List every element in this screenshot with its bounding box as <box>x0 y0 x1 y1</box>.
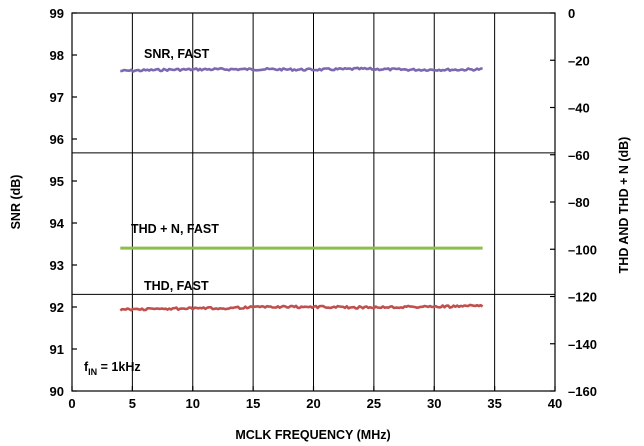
series-lines <box>119 66 484 312</box>
condition-subscript: IN <box>88 367 97 377</box>
right-axis-title: THD AND THD + N (dB) <box>617 137 631 274</box>
x-tick-label: 20 <box>306 396 320 411</box>
y-right-tick-label: –120 <box>568 290 597 305</box>
x-tick-label: 35 <box>487 396 501 411</box>
x-tick-label: 0 <box>68 396 75 411</box>
tick-marks <box>71 12 556 392</box>
y-right-tick-label: –60 <box>568 148 590 163</box>
y-left-tick-label: 92 <box>50 300 64 315</box>
x-tick-label: 25 <box>367 396 381 411</box>
y-left-tick-label: 95 <box>50 174 64 189</box>
x-tick-label: 40 <box>548 396 562 411</box>
x-tick-label: 10 <box>186 396 200 411</box>
y-right-tick-label: –160 <box>568 384 597 399</box>
y-right-tick-label: –100 <box>568 242 597 257</box>
y-left-tick-label: 91 <box>50 342 64 357</box>
y-left-tick-label: 90 <box>50 384 64 399</box>
y-left-tick-label: 99 <box>50 6 64 21</box>
y-right-tick-label: –80 <box>568 195 590 210</box>
y-right-tick-label: 0 <box>568 6 575 21</box>
tick-labels: 0 5 10 15 20 25 30 35 40 90 91 92 93 94 95 96 97 98 99 0 –20… <box>50 6 597 411</box>
series-line-snr-fast <box>120 66 483 73</box>
y-left-tick-label: 97 <box>50 90 64 105</box>
x-tick-label: 5 <box>129 396 136 411</box>
y-right-tick-label: –40 <box>568 101 590 116</box>
x-axis-title: MCLK FREQUENCY (MHz) <box>235 428 390 442</box>
condition-suffix: = 1kHz <box>97 360 140 374</box>
y-left-tick-label: 93 <box>50 258 64 273</box>
gridlines <box>72 13 555 391</box>
y-right-tick-label: –20 <box>568 53 590 68</box>
left-axis-title: SNR (dB) <box>9 175 23 230</box>
annotation-thd-fast: THD, FAST <box>144 279 209 293</box>
y-left-tick-label: 98 <box>50 48 64 63</box>
x-tick-label: 15 <box>246 396 260 411</box>
annotation-snr-fast: SNR, FAST <box>144 47 210 61</box>
y-right-tick-label: –140 <box>568 337 597 352</box>
annotation-thd-n-fast: THD + N, FAST <box>131 222 219 236</box>
y-left-tick-label: 94 <box>50 216 65 231</box>
x-tick-label: 30 <box>427 396 441 411</box>
y-left-tick-label: 96 <box>50 132 64 147</box>
series-line-thd-fast <box>119 303 484 312</box>
condition-prefix: f <box>84 360 89 374</box>
condition-label: fIN = 1kHz <box>84 360 141 377</box>
